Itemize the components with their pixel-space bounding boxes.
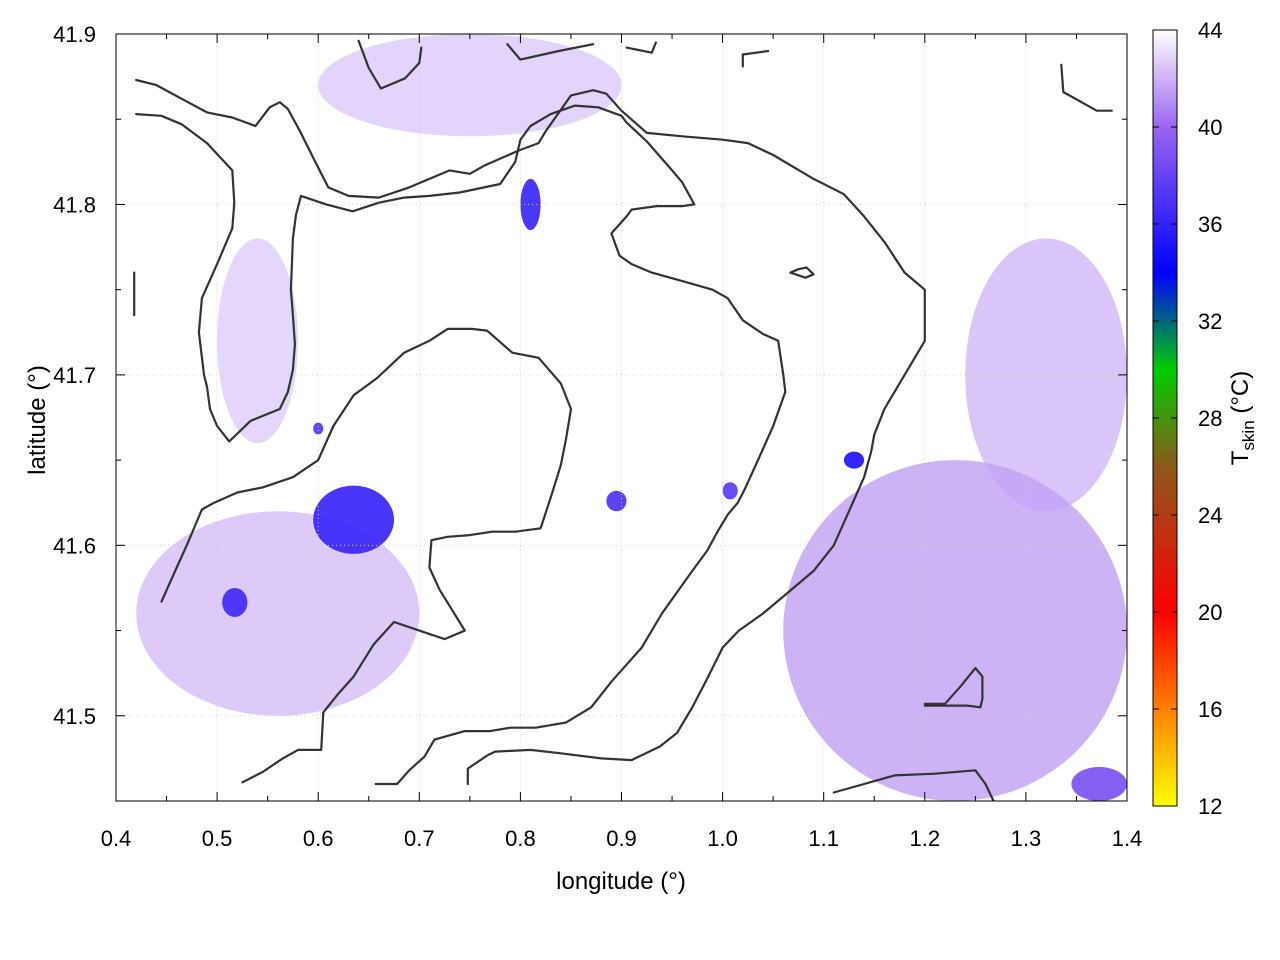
x-tick-label: 0.6	[303, 826, 334, 851]
x-axis-ticks: 0.4 0.5 0.6 0.7 0.8 0.9 1.0 1.1 1.2 1.3 1.4	[101, 34, 1143, 851]
contour-line	[625, 41, 657, 54]
colorbar-title-main: T	[1227, 450, 1254, 465]
warm-zone	[318, 34, 622, 137]
y-axis-title: latitude (°)	[24, 365, 51, 475]
colorbar-tick-label: 40	[1198, 115, 1222, 140]
temperature-field	[116, 34, 1127, 801]
y-tick-label: 41.5	[53, 704, 96, 729]
contour-line	[506, 43, 595, 61]
hot-spot	[313, 422, 324, 435]
contour-line	[135, 78, 926, 786]
colorbar-tick-label: 44	[1198, 18, 1222, 43]
colorbar-tick-label: 12	[1198, 794, 1222, 819]
y-axis-ticks: 41.5 41.6 41.7 41.8 41.9	[53, 22, 1127, 729]
hot-spot	[520, 178, 541, 231]
colorbar-tick-label: 28	[1198, 406, 1222, 431]
hot-spot	[222, 587, 248, 617]
hot-spot	[313, 485, 395, 554]
x-tick-label: 0.5	[202, 826, 233, 851]
x-tick-label: 1.3	[1011, 826, 1042, 851]
y-tick-label: 41.9	[53, 22, 96, 47]
y-tick-label: 41.7	[53, 363, 96, 388]
warm-zone	[217, 238, 298, 444]
contour-line	[160, 327, 573, 784]
colorbar-tick-label: 16	[1198, 697, 1222, 722]
colorbar-title-sub: skin	[1239, 420, 1258, 450]
colorbar-title-unit: (°C)	[1227, 371, 1254, 421]
contour-line	[357, 39, 423, 90]
warm-zone	[136, 511, 420, 716]
hot-spot	[843, 451, 865, 469]
colorbar-ticks: 12 16 20 24 28 32 36 40 44	[1153, 18, 1222, 819]
y-tick-label: 41.6	[53, 533, 96, 558]
y-tick-label: 41.8	[53, 192, 96, 217]
x-axis-title: longitude (°)	[556, 868, 686, 895]
x-tick-label: 0.7	[404, 826, 435, 851]
x-tick-label: 0.9	[606, 826, 637, 851]
colorbar-title: Tskin (°C)	[1227, 371, 1258, 466]
contour-line	[923, 667, 984, 709]
contour-line	[1060, 63, 1113, 112]
warm-zone	[783, 460, 1127, 801]
colorbar-tick-label: 24	[1198, 503, 1222, 528]
x-tick-label: 0.4	[101, 826, 132, 851]
contour-line	[832, 769, 995, 801]
hot-spot	[722, 482, 738, 500]
x-tick-label: 1.4	[1112, 826, 1143, 851]
hot-spot	[606, 490, 627, 512]
contour-line	[789, 266, 815, 279]
x-tick-label: 1.2	[910, 826, 941, 851]
colorbar-tick-label: 20	[1198, 600, 1222, 625]
contour-lines	[133, 39, 1113, 801]
warm-zone	[965, 238, 1127, 512]
colorbar-tick-label: 36	[1198, 212, 1222, 237]
x-tick-label: 0.8	[505, 826, 536, 851]
contour-line	[135, 104, 787, 786]
colorbar-tick-label: 32	[1198, 309, 1222, 334]
x-tick-label: 1.1	[808, 826, 839, 851]
contour-line	[741, 49, 770, 68]
x-tick-label: 1.0	[707, 826, 738, 851]
hot-spot	[1071, 766, 1127, 801]
